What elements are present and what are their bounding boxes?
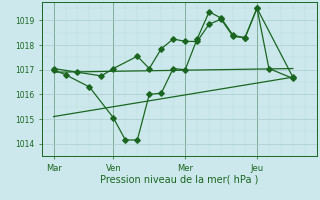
X-axis label: Pression niveau de la mer( hPa ): Pression niveau de la mer( hPa ) xyxy=(100,174,258,184)
